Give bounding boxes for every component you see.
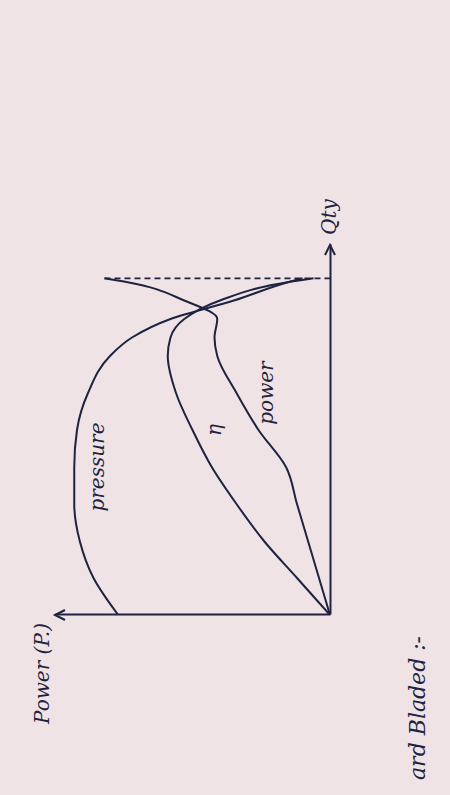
x-axis xyxy=(330,245,331,615)
series-line xyxy=(105,278,331,615)
y-axis-line xyxy=(56,614,331,616)
x-axis-line xyxy=(330,245,332,615)
annotation: ard Bladed :- xyxy=(405,636,430,780)
x-axis-arrow xyxy=(325,245,335,255)
plot: pressure power η Power (P.) Qty ard Bladed :- xyxy=(30,199,431,780)
y-axis-title: Power (P.) xyxy=(30,623,54,725)
drop-line xyxy=(105,277,331,279)
series-label: pressure xyxy=(85,422,109,511)
series-label: η xyxy=(202,424,226,436)
marks xyxy=(74,278,330,615)
x-axis-title: Qty xyxy=(317,199,341,235)
chart: pressure power η Power (P.) Qty ard Bladed :- xyxy=(0,0,450,795)
y-axis-arrow xyxy=(55,610,65,620)
background xyxy=(0,0,450,795)
series-label: power xyxy=(254,360,278,425)
series-line xyxy=(74,278,302,615)
series-line xyxy=(168,278,330,615)
y-axis xyxy=(56,614,331,615)
